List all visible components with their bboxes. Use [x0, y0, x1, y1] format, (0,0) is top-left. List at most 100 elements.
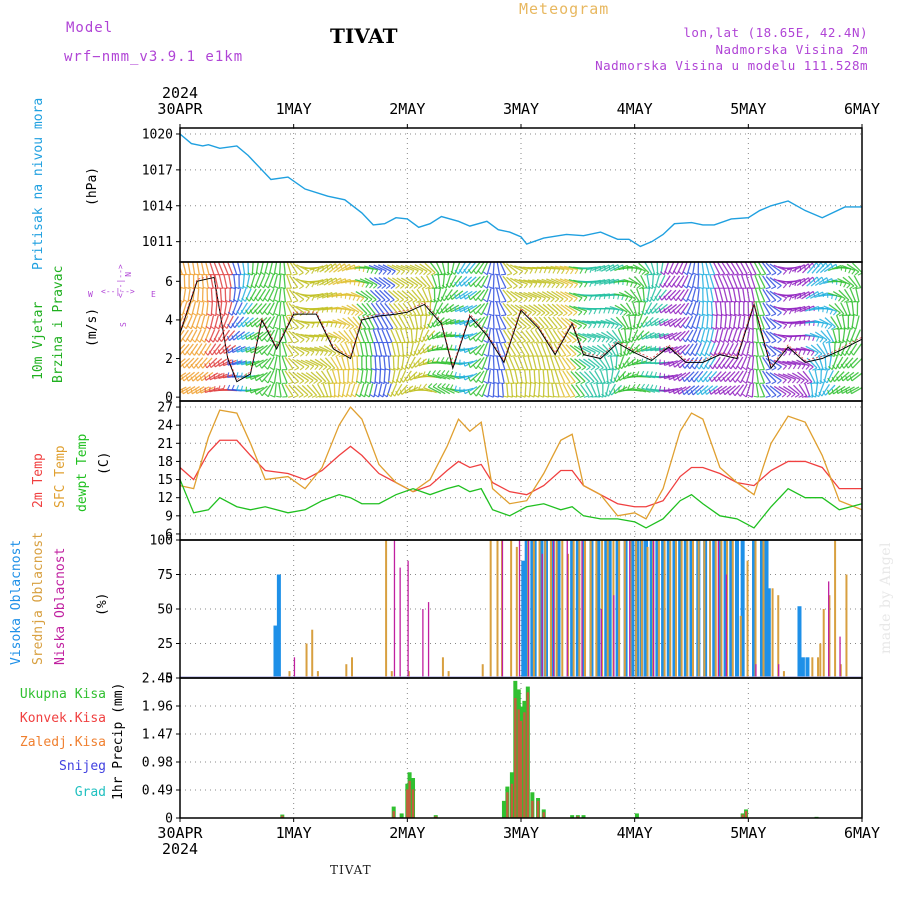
- wind-barb: [680, 302, 690, 315]
- wind-barb: [544, 329, 553, 343]
- wind-barb: [837, 386, 851, 395]
- wind-barb: [664, 373, 678, 380]
- cloud-low-bar: [422, 609, 424, 678]
- wind-barb: [475, 330, 485, 342]
- wind-barb: [678, 371, 691, 382]
- wind-barb-tick: [603, 381, 609, 385]
- wind-barb: [414, 315, 419, 330]
- wind-barb-tick: [318, 365, 324, 371]
- wind-barb-tick: [819, 380, 825, 384]
- wind-barb-tick: [178, 389, 179, 394]
- wind-barb: [791, 305, 806, 312]
- wind-barb: [337, 263, 350, 273]
- wind-barb-tick: [700, 352, 706, 357]
- wind-barb: [605, 264, 619, 272]
- wind-barb-tick: [349, 326, 355, 330]
- wind-barb: [218, 315, 224, 330]
- wind-barb: [724, 371, 736, 383]
- wind-barb: [832, 279, 847, 284]
- wind-barb: [300, 346, 315, 353]
- wind-barb-tick: [477, 297, 482, 302]
- wind-barb-tick: [787, 379, 792, 384]
- wind-barb: [443, 289, 453, 302]
- wind-barb: [683, 371, 695, 383]
- wind-barb-tick: [433, 273, 440, 276]
- wind-barb: [624, 358, 636, 368]
- wind-barb-tick: [622, 362, 626, 368]
- wind-barb: [432, 386, 446, 395]
- wind-barb: [362, 315, 371, 329]
- wind-barb-tick: [713, 376, 717, 382]
- wind-barb-tick: [432, 383, 438, 388]
- wind-barb: [637, 346, 651, 353]
- wind-barb-tick: [222, 348, 225, 354]
- wind-barb: [205, 372, 219, 381]
- cloud-mid-bar: [635, 540, 638, 678]
- wind-barb: [551, 303, 564, 314]
- wind-barb: [514, 369, 519, 384]
- wind-barb-tick: [287, 327, 293, 330]
- wind-barb: [827, 292, 842, 298]
- wind-barb: [538, 316, 549, 329]
- wind-barb-tick: [608, 390, 612, 396]
- wind-barb-tick: [587, 338, 592, 343]
- wind-barb: [291, 345, 305, 354]
- wind-barb: [814, 369, 819, 384]
- cloud-high-bar: [752, 540, 757, 678]
- wind-barb-tick: [843, 282, 847, 288]
- x-tick-label-top: 30APR: [157, 100, 203, 118]
- wind-barb-tick: [850, 350, 854, 356]
- wind-barb-tick: [335, 353, 341, 358]
- wind-barb: [418, 388, 433, 393]
- cloud-high-bar: [683, 540, 688, 678]
- wind-barb: [420, 275, 431, 288]
- wind-barb: [335, 356, 343, 370]
- wind-barb-tick: [765, 327, 771, 330]
- wind-barb-tick: [636, 335, 639, 341]
- wind-barb-tick: [691, 351, 696, 357]
- wind-barb: [333, 263, 346, 273]
- wind-barb-tick: [483, 394, 489, 398]
- wind-barb-tick: [190, 363, 195, 369]
- wind-barb: [823, 263, 837, 273]
- wind-barb: [402, 302, 413, 315]
- wind-barb-tick: [360, 327, 366, 330]
- wind-barb-tick: [305, 284, 310, 289]
- wind-barb-tick: [311, 295, 315, 301]
- wind-barb: [436, 373, 451, 380]
- wind-barb-tick: [222, 324, 228, 329]
- wind-barb-tick: [180, 286, 185, 290]
- wind-barb-tick: [441, 284, 447, 289]
- wind-barb: [729, 370, 740, 383]
- wind-barb-tick: [539, 268, 543, 274]
- wind-barb-tick: [305, 270, 310, 276]
- wind-barb: [201, 274, 204, 289]
- wind-barb-tick: [236, 310, 241, 316]
- wind-barb: [565, 344, 577, 355]
- wind-barb: [305, 359, 319, 367]
- wind-barb-tick: [819, 338, 824, 343]
- wind-barb-tick: [520, 394, 526, 398]
- wind-barb: [382, 342, 387, 357]
- wind-barb-tick: [654, 385, 658, 391]
- wind-barb: [692, 385, 704, 396]
- wind-barb: [513, 356, 520, 370]
- wind-barb: [846, 263, 860, 273]
- wind-barb: [204, 387, 219, 394]
- wind-barb: [441, 319, 455, 326]
- wind-barb-tick: [654, 320, 657, 326]
- cloud-mid-bar: [589, 540, 592, 678]
- wind-barb: [341, 264, 355, 272]
- wind-barb-tick: [831, 388, 834, 395]
- wind-barb-tick: [649, 358, 653, 364]
- wind-barb: [297, 385, 309, 396]
- wind-barb-tick: [404, 284, 410, 289]
- wind-barb: [697, 370, 708, 383]
- wind-barb: [499, 288, 507, 302]
- wind-barb-tick: [781, 393, 787, 398]
- wind-barb-tick: [765, 300, 771, 303]
- wind-barb: [533, 316, 545, 328]
- wind-barb: [826, 329, 835, 343]
- wind-barb-tick: [364, 393, 370, 398]
- wind-barb: [505, 369, 510, 384]
